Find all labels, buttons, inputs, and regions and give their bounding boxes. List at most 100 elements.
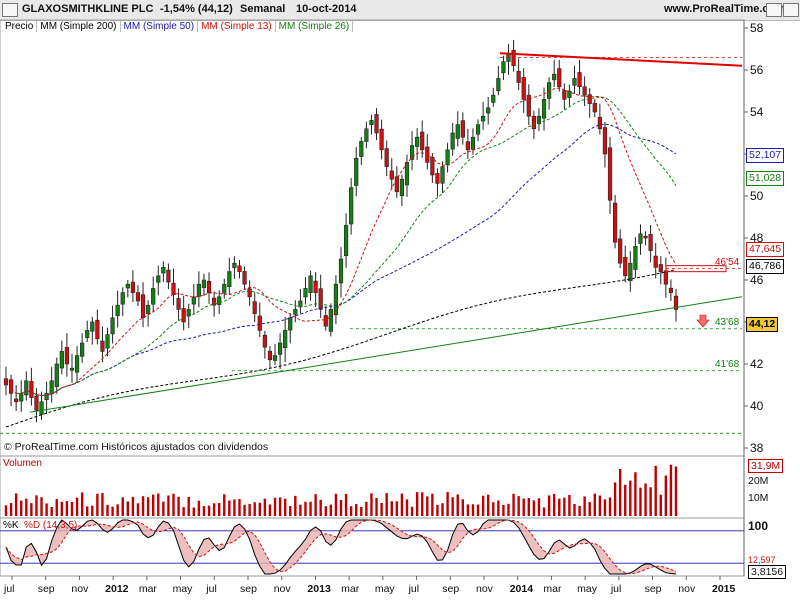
legend-ma13[interactable]: MM (Simple 13) xyxy=(198,21,276,32)
volume-bar xyxy=(334,493,338,516)
x-tick-label: may xyxy=(577,583,597,595)
volume-bar xyxy=(624,484,627,516)
volume-bar xyxy=(349,506,353,516)
volume-layer xyxy=(4,464,678,516)
candle-body xyxy=(475,124,481,135)
candle-body xyxy=(24,380,29,396)
candle-body xyxy=(201,279,207,288)
volume-bar xyxy=(400,493,404,516)
volume-bar xyxy=(314,494,317,516)
candle-body xyxy=(369,120,374,125)
candle-body xyxy=(64,347,70,365)
volume-bar xyxy=(375,497,378,516)
volume-bar xyxy=(558,498,561,516)
volume-bar xyxy=(192,507,196,516)
volume-bar xyxy=(456,494,459,516)
volume-bar xyxy=(629,480,632,516)
volume-bar xyxy=(497,500,500,516)
price-marker-label: 46,786 xyxy=(746,259,785,274)
volume-bar xyxy=(131,496,135,516)
price-marker-label: 51,028 xyxy=(746,171,785,186)
volume-bar xyxy=(593,493,596,516)
candle-body xyxy=(69,367,75,371)
candle-body xyxy=(161,267,166,274)
candle-body xyxy=(303,288,308,298)
candle-body xyxy=(146,304,151,314)
candle-body xyxy=(313,280,318,293)
volume-bar xyxy=(466,504,470,516)
close-icon[interactable] xyxy=(783,3,799,17)
x-tick-label: sep xyxy=(240,583,257,595)
volume-bar xyxy=(639,487,642,516)
price-tick-label: 58 xyxy=(750,21,764,35)
down-arrow-icon xyxy=(696,314,710,328)
volume-bar xyxy=(476,504,480,516)
legend-ma200[interactable]: MM (Simple 200) xyxy=(37,21,121,32)
candle-body xyxy=(130,281,135,293)
volume-bar xyxy=(507,503,510,516)
period-label: Semanal xyxy=(240,3,286,15)
volume-bar xyxy=(385,493,388,516)
volume-bar xyxy=(360,506,363,516)
legend-ma26[interactable]: MM (Simple 26) xyxy=(275,21,354,32)
volume-bar xyxy=(319,499,322,516)
candle-body xyxy=(186,309,191,317)
candle-body xyxy=(602,127,608,155)
volume-bar xyxy=(649,487,652,516)
volume-bar xyxy=(563,497,566,516)
volume-bar xyxy=(659,494,662,516)
price-tick-label: 48 xyxy=(750,231,764,245)
candle-body xyxy=(8,379,14,394)
volume-bar xyxy=(136,503,140,516)
x-tick-label: nov xyxy=(273,583,291,595)
volume-bar xyxy=(283,498,287,516)
volume-bar xyxy=(233,499,236,516)
candle-body xyxy=(465,141,470,151)
candle-body xyxy=(668,287,674,293)
volume-bar xyxy=(502,504,505,516)
support-trendline xyxy=(29,296,743,413)
ma200-line xyxy=(5,269,677,428)
x-tick-label: sep xyxy=(644,583,662,595)
volume-bar xyxy=(304,501,307,516)
volume-bar xyxy=(14,493,18,516)
volume-bar xyxy=(151,494,155,516)
minimize-icon[interactable] xyxy=(766,3,782,17)
volume-bar xyxy=(223,494,226,516)
candle-body xyxy=(222,283,227,294)
volume-bar xyxy=(212,503,216,516)
candle-body xyxy=(389,170,394,180)
volume-bar xyxy=(395,501,399,516)
volume-bar xyxy=(157,493,160,516)
candle-body xyxy=(547,82,552,99)
volume-bar xyxy=(613,482,617,516)
volume-bar xyxy=(618,468,622,516)
ma13-line xyxy=(10,87,677,397)
volume-bar xyxy=(426,496,429,516)
price-tick-label: 56 xyxy=(750,63,764,77)
x-tick-label: jul xyxy=(4,583,15,595)
volume-bar xyxy=(4,505,8,516)
candle-body xyxy=(140,294,146,319)
volume-bar xyxy=(588,501,591,516)
volume-bar xyxy=(40,497,43,516)
candle-body xyxy=(420,131,425,151)
stoch-tick-label: 100 xyxy=(748,519,769,533)
candle-body xyxy=(288,317,293,331)
candle-body xyxy=(328,309,333,332)
legend-ma50[interactable]: MM (Simple 50) xyxy=(120,21,199,32)
legend-price[interactable]: Precio xyxy=(2,21,38,32)
volume-bar xyxy=(187,496,190,516)
volume-bar xyxy=(532,500,536,516)
candle-body xyxy=(592,102,597,113)
candle-body xyxy=(29,381,34,398)
volume-bar xyxy=(294,495,297,516)
price-tick-label: 46 xyxy=(750,273,764,287)
menu-toggle-icon[interactable] xyxy=(2,3,18,17)
candle-body xyxy=(277,342,283,355)
candle-body xyxy=(496,78,501,92)
volume-bar xyxy=(441,503,444,516)
volume-bar xyxy=(608,497,612,516)
volume-bar xyxy=(634,472,637,516)
